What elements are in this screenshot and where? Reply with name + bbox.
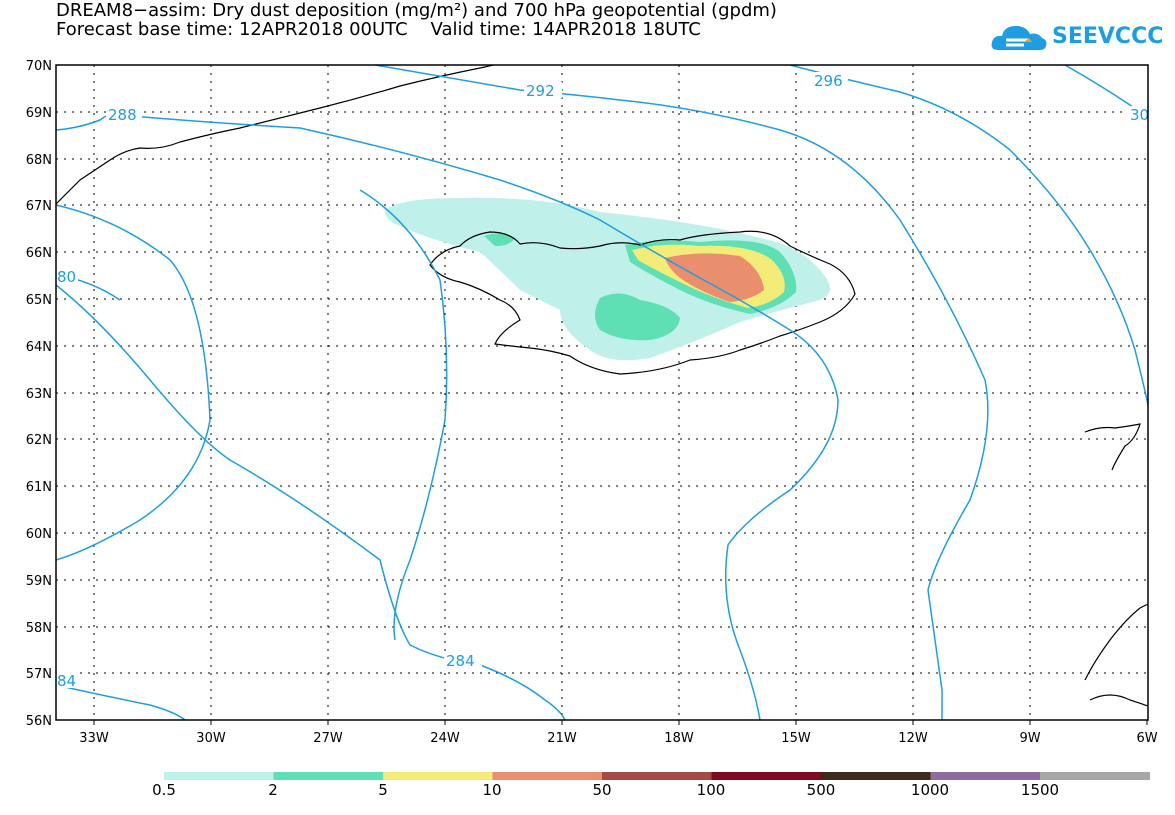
tick-marks	[93, 720, 1148, 725]
contour-label-284: 284	[446, 652, 475, 670]
dust-level-2c	[484, 233, 515, 246]
scotland-coast	[1084, 603, 1148, 707]
lat-label: 57N	[26, 667, 52, 682]
lat-label: 56N	[26, 714, 52, 729]
logo-text: SEEVCCC	[1052, 24, 1164, 49]
cloud-icon	[991, 26, 1047, 50]
contour-284-right	[359, 189, 448, 641]
contour-284	[56, 284, 566, 720]
legend-label: 5	[378, 781, 388, 799]
legend-swatch	[164, 772, 274, 780]
map-subtitle: Forecast base time: 12APR2018 00UTC Vali…	[56, 19, 701, 40]
contour-300	[1064, 65, 1148, 119]
longitude-labels: 33W 30W 27W 24W 21W 18W 15W 12W 9W 6W	[79, 731, 1157, 746]
contour-label-296: 296	[814, 72, 843, 90]
lon-label: 33W	[79, 731, 109, 746]
contour-label-84: 84	[57, 672, 76, 690]
legend-label: 100	[696, 781, 726, 799]
contour-labels: 288 292 296 30 80 284 84	[56, 72, 1150, 690]
lat-label: 58N	[26, 621, 52, 636]
contour-label-292: 292	[526, 82, 555, 100]
lon-label: 27W	[313, 731, 343, 746]
lat-label: 61N	[26, 480, 52, 495]
legend-label: 1000	[910, 781, 950, 799]
lon-label: 15W	[781, 731, 811, 746]
legend-label: 10	[482, 781, 502, 799]
geopotential-contours	[56, 65, 1148, 720]
lon-label: 30W	[196, 731, 226, 746]
legend-swatch	[492, 772, 603, 780]
legend-swatch	[273, 772, 384, 780]
legend-color-bar	[164, 772, 1150, 780]
lat-label: 65N	[26, 293, 52, 308]
lat-label: 67N	[26, 199, 52, 214]
legend-label: 500	[806, 781, 836, 799]
lat-label: 62N	[26, 433, 52, 448]
contour-296	[789, 65, 1148, 406]
contour-84	[56, 684, 186, 720]
lon-label: 12W	[898, 731, 928, 746]
greenland-coast	[56, 65, 497, 205]
legend-label: 0.5	[152, 781, 176, 799]
lat-label: 60N	[26, 527, 52, 542]
legend-swatch	[383, 772, 493, 780]
legend-swatch	[602, 772, 712, 780]
lat-label: 66N	[26, 246, 52, 261]
lat-label: 63N	[26, 387, 52, 402]
plot-frame	[55, 64, 1149, 721]
lat-label: 64N	[26, 340, 52, 355]
lon-label: 6W	[1136, 731, 1157, 746]
lat-label: 59N	[26, 574, 52, 589]
faroe-coast	[1084, 423, 1141, 471]
contour-288-north	[56, 113, 839, 720]
coastlines	[56, 65, 1148, 707]
legend-label: 50	[592, 781, 612, 799]
iceland-coast	[429, 230, 856, 375]
lon-label: 9W	[1019, 731, 1040, 746]
contour-label-288: 288	[108, 106, 137, 124]
dust-shading	[384, 197, 830, 361]
lat-label: 69N	[26, 106, 52, 121]
gridlines	[56, 65, 1148, 720]
legend-label: 2	[268, 781, 278, 799]
contour-280	[56, 204, 211, 561]
legend-swatch	[930, 772, 1041, 780]
legend-swatch	[711, 772, 822, 780]
latitude-labels: 70N 69N 68N 67N 66N 65N 64N 63N 62N 61N …	[26, 59, 52, 729]
lat-label: 70N	[26, 59, 52, 74]
lon-label: 18W	[664, 731, 694, 746]
lat-label: 68N	[26, 153, 52, 168]
contour-label-80: 80	[57, 268, 76, 286]
contour-label-30: 30	[1130, 106, 1149, 124]
dust-level-10	[665, 253, 764, 302]
legend-label: 1500	[1020, 781, 1060, 799]
map-title: DREAM8−assim: Dry dust deposition (mg/m²…	[56, 0, 777, 21]
seevccc-logo: SEEVCCC	[990, 18, 1170, 58]
legend-swatch	[821, 772, 931, 780]
dust-level-2	[595, 293, 680, 341]
legend-swatch	[1040, 772, 1150, 780]
lon-label: 24W	[430, 731, 460, 746]
lon-label: 21W	[547, 731, 577, 746]
